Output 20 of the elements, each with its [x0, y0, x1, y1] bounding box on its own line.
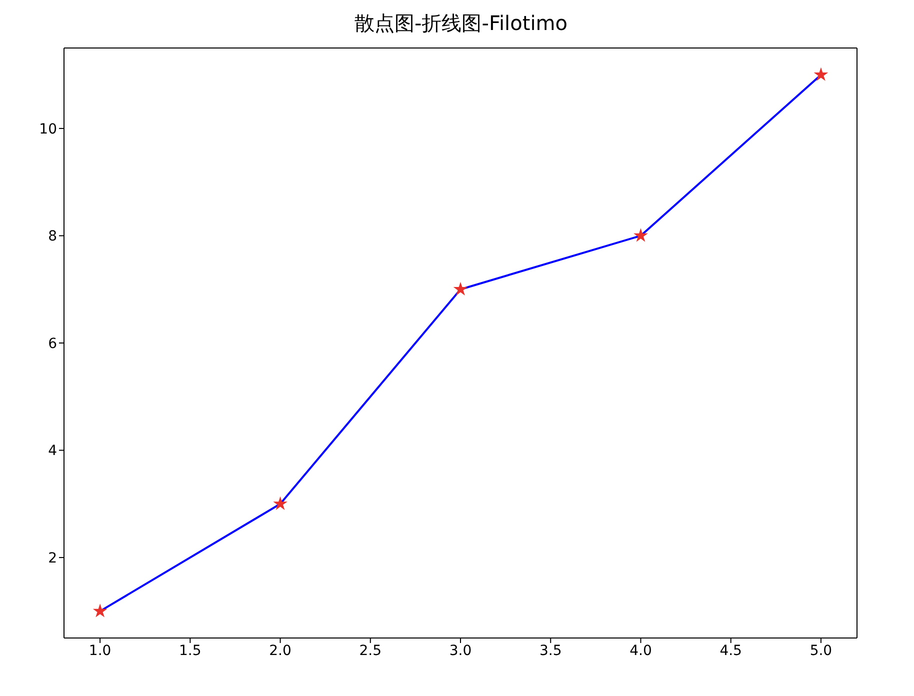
y-tick-label: 2	[48, 550, 57, 567]
point	[814, 67, 828, 81]
x-tick-label: 4.0	[630, 642, 652, 659]
point	[634, 228, 648, 242]
x-tick-label: 1.5	[179, 642, 202, 659]
point	[453, 282, 468, 296]
x-tick-label: 3.0	[449, 642, 472, 659]
x-tick-label: 3.5	[539, 642, 562, 659]
y-tick-label: 4	[48, 443, 58, 460]
y-tick-label: 10	[39, 121, 57, 138]
x-tick-label: 1.0	[88, 642, 112, 659]
x-tick-label: 2.0	[269, 642, 292, 659]
y-tick-label: 6	[48, 336, 58, 352]
x-tick-label: 5.0	[810, 642, 832, 659]
point	[273, 496, 288, 510]
chart-title: 散点图-折线图-Filotimo	[354, 10, 568, 37]
y-tick-label: 8	[48, 228, 57, 245]
point	[92, 604, 108, 618]
x-tick-label: 4.5	[720, 642, 742, 659]
x-tick-label: 2.5	[359, 642, 382, 659]
